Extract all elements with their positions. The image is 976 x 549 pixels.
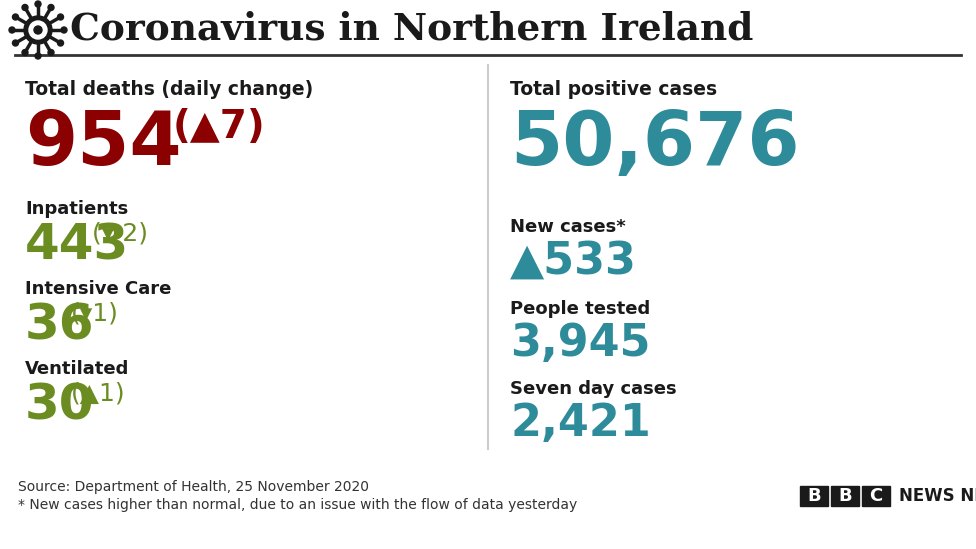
Text: C: C <box>870 487 882 505</box>
Text: 36: 36 <box>25 302 95 350</box>
Text: 2,421: 2,421 <box>510 402 651 445</box>
Text: Source: Department of Health, 25 November 2020: Source: Department of Health, 25 Novembe… <box>18 480 369 494</box>
Circle shape <box>22 49 28 55</box>
Text: 50,676: 50,676 <box>510 108 799 181</box>
Text: Total positive cases: Total positive cases <box>510 80 717 99</box>
Text: NEWS NI: NEWS NI <box>899 487 976 505</box>
Text: 443: 443 <box>25 222 129 270</box>
Text: 3,945: 3,945 <box>510 322 650 365</box>
Text: Ventilated: Ventilated <box>25 360 130 378</box>
Text: * New cases higher than normal, due to an issue with the flow of data yesterday: * New cases higher than normal, due to a… <box>18 498 577 512</box>
Circle shape <box>48 4 54 10</box>
Text: (▲1): (▲1) <box>71 382 126 406</box>
Circle shape <box>61 27 67 33</box>
Circle shape <box>35 53 41 59</box>
Circle shape <box>58 14 63 20</box>
Text: B: B <box>807 487 821 505</box>
Circle shape <box>35 1 41 7</box>
Text: Inpatients: Inpatients <box>25 200 128 218</box>
Text: New cases*: New cases* <box>510 218 626 236</box>
FancyBboxPatch shape <box>800 486 828 506</box>
Circle shape <box>34 26 42 34</box>
FancyBboxPatch shape <box>862 486 890 506</box>
Circle shape <box>9 27 15 33</box>
Circle shape <box>48 49 54 55</box>
Text: People tested: People tested <box>510 300 650 318</box>
Circle shape <box>13 14 19 20</box>
Text: ▲533: ▲533 <box>510 240 637 283</box>
Text: Total deaths (daily change): Total deaths (daily change) <box>25 80 313 99</box>
Text: (▾ 2): (▾ 2) <box>92 222 148 246</box>
Text: B: B <box>838 487 852 505</box>
Text: (▲7): (▲7) <box>173 108 265 146</box>
Text: Intensive Care: Intensive Care <box>25 280 172 298</box>
Circle shape <box>13 40 19 46</box>
FancyBboxPatch shape <box>831 486 859 506</box>
Text: Coronavirus in Northern Ireland: Coronavirus in Northern Ireland <box>70 10 753 48</box>
Text: (▾1): (▾1) <box>71 302 119 326</box>
Text: 30: 30 <box>25 382 95 430</box>
Circle shape <box>22 4 28 10</box>
Circle shape <box>58 40 63 46</box>
Circle shape <box>29 21 47 39</box>
Text: 954: 954 <box>25 108 182 181</box>
Text: Seven day cases: Seven day cases <box>510 380 676 398</box>
Circle shape <box>24 16 52 44</box>
